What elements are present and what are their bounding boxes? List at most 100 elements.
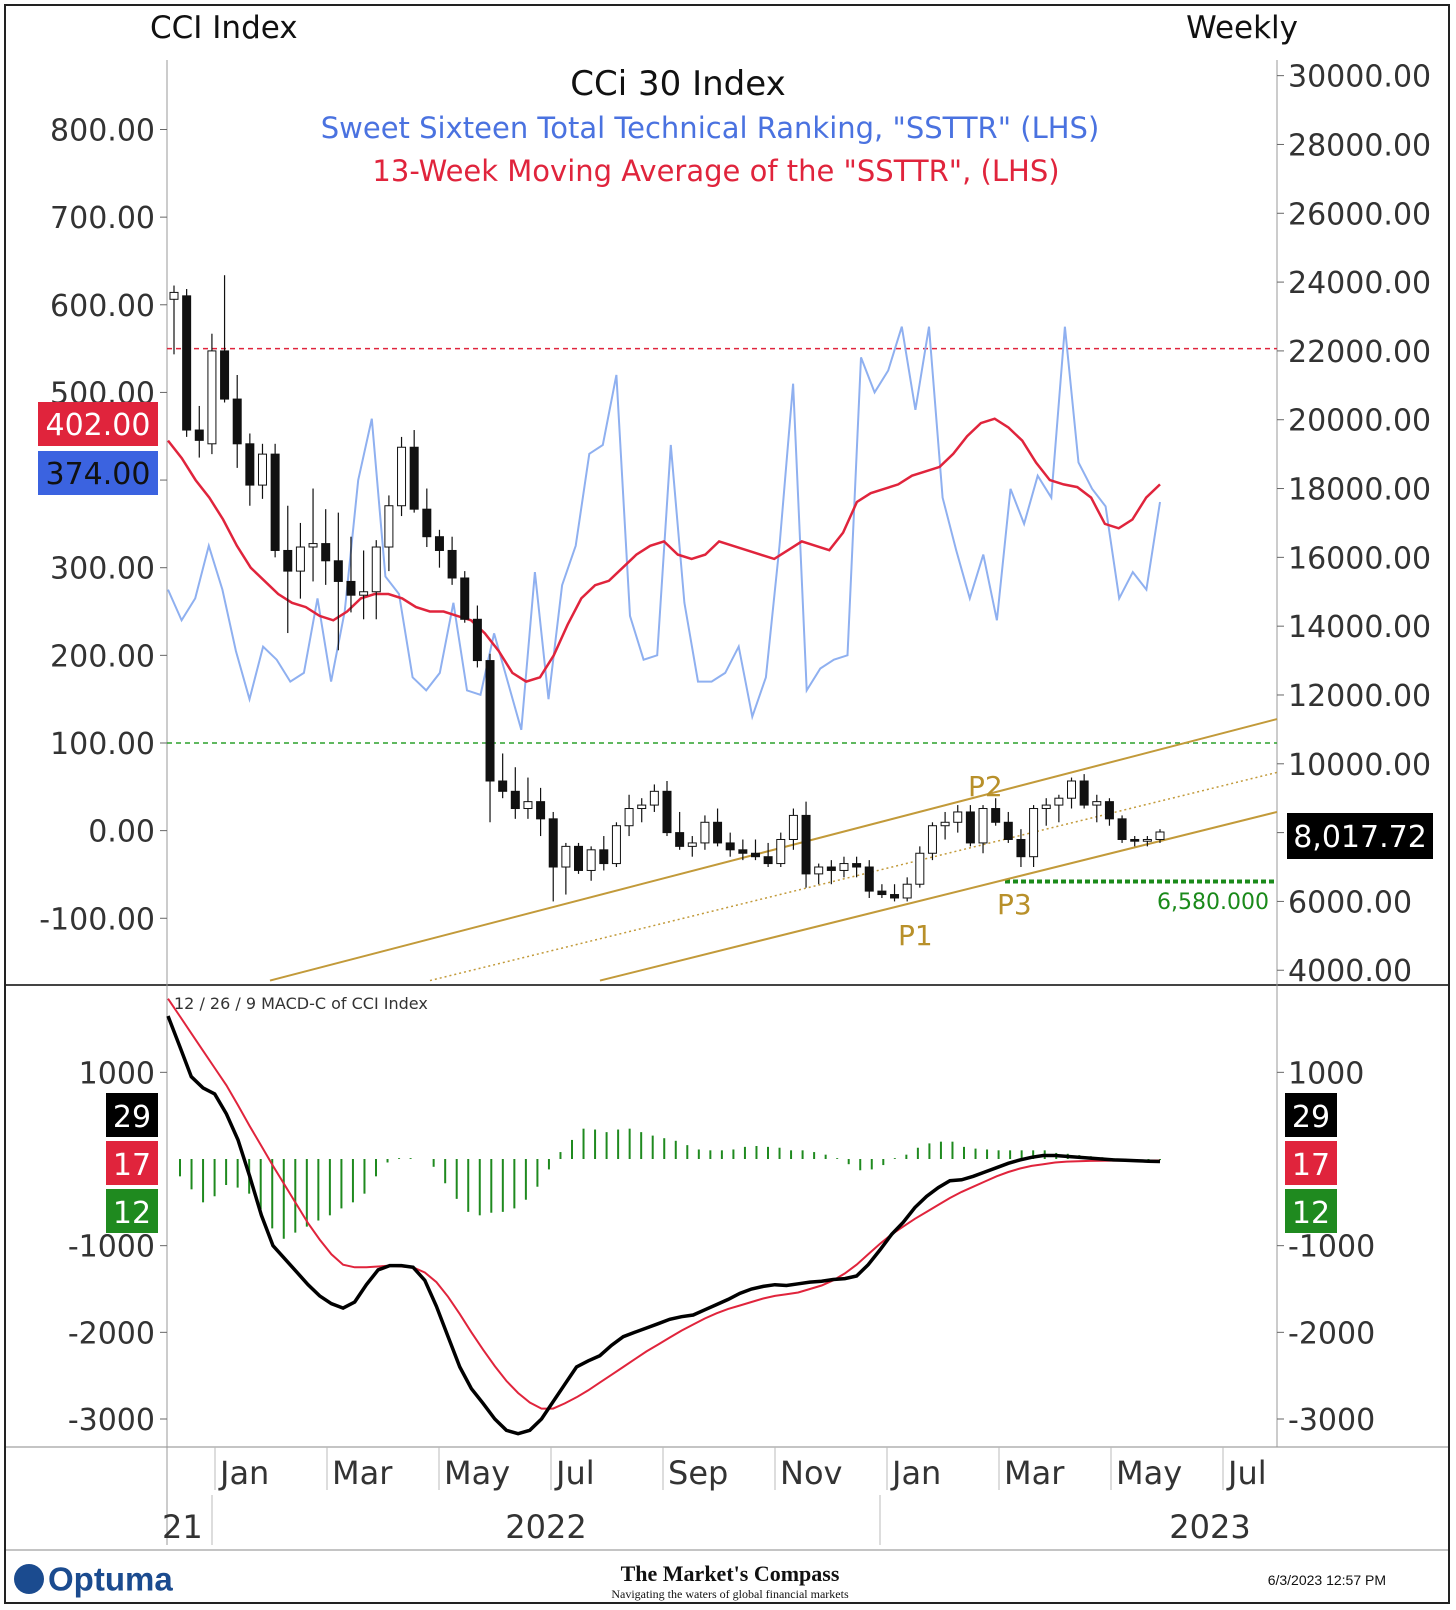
macd-right-label: -3000 [1288, 1403, 1375, 1438]
right-axis-label: 28000.00 [1288, 128, 1431, 163]
candle-body [257, 453, 267, 486]
channel-upper [269, 718, 1278, 982]
channel-mid [429, 771, 1278, 982]
x-year-partial: 21 [162, 1508, 203, 1546]
left-axis-label: 100.00 [50, 727, 155, 762]
candle-body [346, 580, 356, 596]
macd-left-label: 1000 [79, 1056, 155, 1091]
candle-body [1016, 838, 1026, 858]
candle-body [1155, 831, 1165, 840]
right-axis-label: 18000.00 [1288, 473, 1431, 508]
right-axis-label: 20000.00 [1288, 404, 1431, 439]
candle-body [359, 591, 369, 596]
badge-signal-left-bg [106, 1141, 158, 1185]
badge-hist-left: 12 [113, 1196, 151, 1231]
candle-body [447, 549, 457, 579]
badge-hist-right: 12 [1292, 1196, 1330, 1231]
candle-body [687, 842, 697, 847]
candle-body [548, 818, 558, 868]
right-axis-label: 6000.00 [1288, 885, 1412, 920]
candle-body [637, 804, 647, 810]
chart-frame [4, 4, 1450, 1604]
right-axis-label: 10000.00 [1288, 748, 1431, 783]
right-axis-label: 14000.00 [1288, 610, 1431, 645]
macd-right-label: -1000 [1288, 1230, 1375, 1265]
candle-body [586, 849, 596, 871]
candle-body [371, 546, 381, 593]
x-month-label: Mar [1004, 1454, 1065, 1492]
badge-macd-left: 29 [113, 1100, 151, 1135]
candle-body [422, 508, 432, 538]
candle-body [182, 295, 192, 431]
candle-body [839, 863, 849, 871]
candle-body [409, 446, 419, 510]
candle-body [1079, 780, 1089, 806]
badge-price: 8,017.72 [1293, 820, 1427, 855]
candle-body [207, 350, 217, 445]
main-panel: -100.000.00100.00200.00300.00500.00600.0… [39, 60, 1431, 990]
candle-body [991, 808, 1001, 823]
x-month-label: May [444, 1454, 510, 1492]
right-axis-label: 12000.00 [1288, 679, 1431, 714]
ssttr-line [167, 326, 1161, 731]
signal-line [167, 998, 1160, 1410]
candle-body [1092, 801, 1102, 806]
candle-body [864, 866, 874, 892]
candle-body [270, 453, 280, 551]
index-label: CCI Index [150, 10, 298, 46]
x-year-label: 2023 [1169, 1508, 1250, 1546]
subtitle-ma: 13-Week Moving Average of the "SSTTR", (… [372, 154, 1059, 188]
x-month-label: Mar [332, 1454, 393, 1492]
badge-ssttr-bg [38, 451, 158, 495]
badge-hist-right-bg [1285, 1189, 1337, 1233]
candle-body [725, 842, 735, 851]
candle-body [434, 536, 444, 551]
candle-body [536, 801, 546, 820]
candle-body [485, 660, 495, 782]
candle-body [1117, 818, 1127, 840]
x-month-label: Jul [554, 1454, 595, 1492]
publisher-block: The Market's Compass Navigating the wate… [580, 1561, 880, 1602]
badge-macd-left-bg [106, 1093, 158, 1137]
badge-signal-right: 17 [1292, 1148, 1330, 1183]
candle-body [599, 849, 609, 865]
candle-body [245, 443, 255, 486]
candle-body [662, 790, 672, 834]
x-month-label: Jul [1226, 1454, 1267, 1492]
candle-body [1067, 780, 1077, 799]
candle-body [283, 549, 293, 572]
candle-body [498, 780, 508, 792]
left-axis-label: 200.00 [50, 639, 155, 674]
candle-body [574, 845, 584, 871]
candle-body [890, 894, 900, 899]
badge-signal-left: 17 [113, 1148, 151, 1183]
optuma-brand: Optuma [48, 1560, 173, 1598]
candle-body [624, 808, 634, 827]
left-axis-label: 0.00 [88, 815, 155, 850]
left-axis-label: 700.00 [50, 201, 155, 236]
candle-body [1003, 821, 1013, 840]
badge-ma-bg [38, 402, 158, 446]
badge-ssttr: 374.00 [46, 457, 151, 492]
badge-ma: 402.00 [46, 408, 151, 443]
candle-body [738, 849, 748, 854]
left-axis-label: 600.00 [50, 289, 155, 324]
badge-signal-right-bg [1285, 1141, 1337, 1185]
candle-body [927, 825, 937, 854]
pivot-label-p2: P2 [968, 770, 1003, 803]
right-axis-label: 30000.00 [1288, 60, 1431, 95]
macd-left-label: -1000 [68, 1230, 155, 1265]
candle-body [1104, 801, 1114, 820]
x-axis: Jan Mar May Jul Sep Nov Jan Mar May Jul 21 2022 2023 [162, 1447, 1267, 1546]
candle-body [523, 801, 533, 810]
candle-body [472, 618, 482, 662]
candle-body [788, 814, 798, 840]
macd-line [166, 1015, 1161, 1436]
channel-lower [599, 810, 1278, 982]
pivot-label-p1: P1 [898, 919, 933, 952]
left-axis-label: -100.00 [39, 902, 155, 937]
optuma-logo: Optuma [14, 1558, 173, 1598]
publisher-name: The Market's Compass [620, 1561, 840, 1586]
badge-hist-left-bg [106, 1189, 158, 1233]
